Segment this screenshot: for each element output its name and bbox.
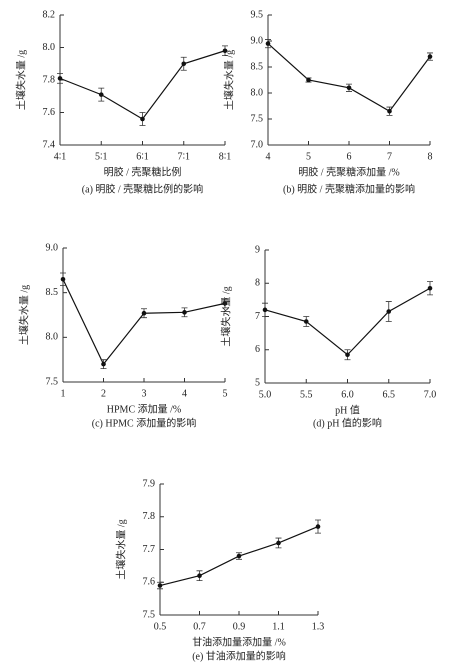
x-tick-label: 7∶1 [177,151,190,162]
x-axis-label: pH 值 [335,403,360,416]
x-tick-label: 4∶1 [54,151,67,162]
x-axis-label: 明胶 / 壳聚糖添加量 /% [298,165,399,178]
line [267,43,431,112]
point [197,573,202,578]
y-tick-label: 5 [255,377,260,388]
point [427,285,433,291]
y-tick-label: 7.0 [251,139,264,150]
point [236,553,242,559]
x-tick-label: 5.0 [259,389,272,400]
point [315,524,321,529]
point [386,309,392,314]
point [427,54,433,59]
x-tick-label: 2 [101,388,106,399]
y-axis-label: 土壤失水量 /g [114,519,127,579]
y-tick-label: 7.5 [46,376,59,387]
caption: (c) HPMC 添加量的影响 [92,416,196,429]
x-tick-label: 6.5 [383,389,396,400]
line [62,279,226,366]
y-tick-label: 9.0 [46,242,59,253]
x-tick-label: 8 [428,151,433,162]
y-axis-label: 土壤失水量 /g [222,50,235,110]
y-tick-label: 8.2 [43,9,56,20]
x-axis-label: HPMC 添加量 /% [107,402,181,415]
y-axis-label: 土壤失水量 /g [219,286,232,346]
point [265,41,271,46]
y-tick-label: 7.4 [43,139,56,150]
point [157,583,163,588]
caption: (e) 甘油添加量的影响 [192,649,286,662]
x-axis-label: 甘油添加量添加量 /% [192,635,286,648]
y-tick-label: 7.5 [143,609,156,620]
x-tick-label: 1.3 [312,621,325,632]
point [262,307,268,313]
y-tick-label: 9.5 [251,9,264,20]
point [181,61,187,67]
x-tick-label: 6.0 [341,389,354,400]
y-tick-label: 8.0 [251,87,264,98]
x-tick-label: 8∶1 [219,151,232,162]
point [222,301,228,306]
point [346,85,352,91]
point [306,77,311,83]
y-tick-label: 8.0 [43,42,56,53]
point [140,116,145,122]
x-tick-label: 1 [61,388,66,399]
x-tick-label: 4 [266,151,271,162]
y-tick-label: 8 [255,278,260,289]
point [141,310,147,316]
point [98,92,104,97]
point [57,76,63,81]
y-tick-label: 7.8 [43,74,56,85]
y-tick-label: 7.7 [143,544,156,555]
x-tick-label: 4 [182,388,187,399]
y-tick-label: 7.8 [143,511,156,522]
x-tick-label: 1.1 [272,621,285,632]
y-tick-label: 7 [255,311,260,322]
y-tick-label: 7.5 [251,113,264,124]
y-tick-label: 7.6 [43,107,56,118]
x-tick-label: 3 [142,388,147,399]
line [59,50,226,120]
x-axis-label: 明胶 / 壳聚糖比例 [104,165,182,178]
point [276,540,281,546]
point [101,361,106,367]
y-tick-label: 6 [255,344,260,355]
caption: (d) pH 值的影响 [313,416,382,429]
y-tick-label: 7.6 [143,577,156,588]
y-tick-label: 9 [255,244,260,255]
y-tick-label: 8.5 [46,287,59,298]
x-tick-label: 0.9 [233,621,246,632]
point [182,310,187,315]
x-tick-label: 5 [223,388,228,399]
point [222,48,228,54]
point [345,352,350,358]
x-tick-label: 5∶1 [95,151,108,162]
x-tick-label: 6∶1 [136,151,149,162]
x-tick-label: 7 [387,151,392,162]
x-tick-label: 5.5 [300,389,313,400]
y-tick-label: 8.0 [46,332,59,343]
point [387,108,392,114]
y-axis-label: 土壤失水量 /g [14,50,27,110]
point [60,276,66,282]
line [264,287,431,356]
x-tick-label: 0.7 [193,621,206,632]
x-tick-label: 7.0 [424,389,437,400]
caption: (a) 明胶 / 壳聚糖比例的影响 [82,182,203,195]
x-tick-label: 0.5 [154,621,167,632]
x-tick-label: 6 [347,151,352,162]
y-tick-label: 9.0 [251,35,264,46]
point [303,319,309,324]
y-tick-label: 8.5 [251,61,264,72]
caption: (b) 明胶 / 壳聚糖添加量的影响 [283,182,415,195]
y-tick-label: 7.9 [143,478,156,489]
x-tick-label: 5 [306,151,311,162]
y-axis-label: 土壤失水量 /g [17,285,30,345]
